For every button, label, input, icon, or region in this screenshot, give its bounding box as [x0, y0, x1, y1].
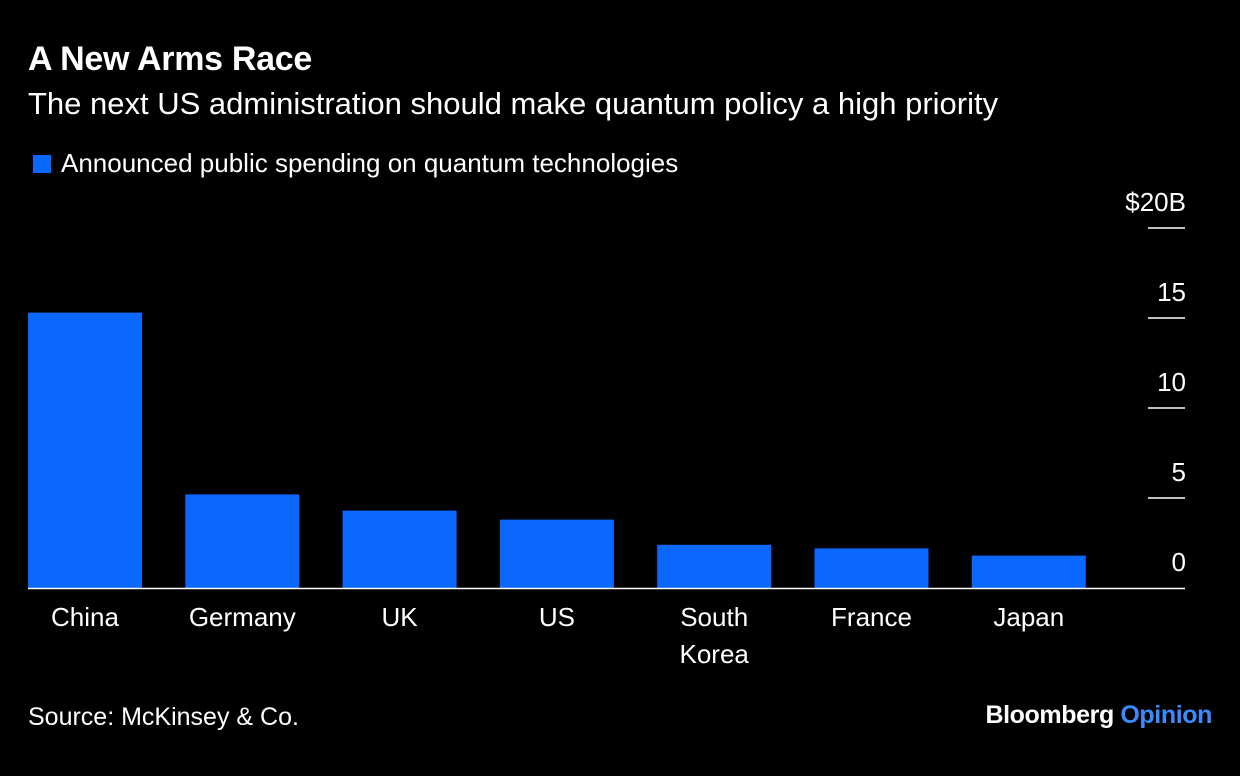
x-category-label: UK — [382, 602, 419, 632]
y-tick-label: 0 — [1172, 547, 1186, 577]
x-category-label: France — [831, 602, 912, 632]
bar-south-korea — [657, 544, 772, 588]
x-category-label-line: France — [831, 602, 912, 632]
x-category-label-line: China — [51, 602, 119, 632]
y-tick-label: $20B — [1125, 187, 1186, 217]
x-category-label: US — [539, 602, 575, 632]
x-category-label: South Korea — [680, 602, 750, 669]
brand-secondary: Opinion — [1120, 701, 1212, 729]
source-note: Source: McKinsey & Co. — [28, 703, 299, 731]
legend-swatch — [33, 154, 51, 173]
y-tick-label: 5 — [1172, 457, 1186, 487]
y-tick-label: 10 — [1157, 367, 1186, 397]
x-category-label-line: UK — [382, 602, 419, 632]
bar-japan — [971, 555, 1086, 588]
bar-china — [28, 312, 142, 588]
bar-uk — [342, 510, 457, 588]
x-category-label-line: Japan — [993, 602, 1064, 632]
y-tick-label: 15 — [1157, 277, 1186, 307]
brand-logo: Bloomberg Opinion — [985, 701, 1212, 730]
bar-us — [499, 519, 614, 588]
x-category-label-line: Germany — [189, 602, 296, 632]
x-category-label: Germany — [189, 602, 296, 632]
legend-label: Announced public spending on quantum tec… — [61, 148, 679, 178]
x-category-label-line: US — [539, 602, 575, 632]
x-category-label-line: Korea — [680, 639, 750, 669]
bar-france — [814, 548, 929, 588]
brand-primary: Bloomberg — [985, 701, 1114, 729]
x-category-label: China — [51, 602, 119, 632]
chart-title: A New Arms Race — [28, 40, 312, 78]
x-category-label-line: South — [680, 602, 748, 632]
bar-germany — [185, 494, 300, 588]
x-category-label: Japan — [993, 602, 1064, 632]
legend: Announced public spending on quantum tec… — [33, 148, 678, 179]
chart-subtitle: The next US administration should make q… — [28, 86, 999, 121]
